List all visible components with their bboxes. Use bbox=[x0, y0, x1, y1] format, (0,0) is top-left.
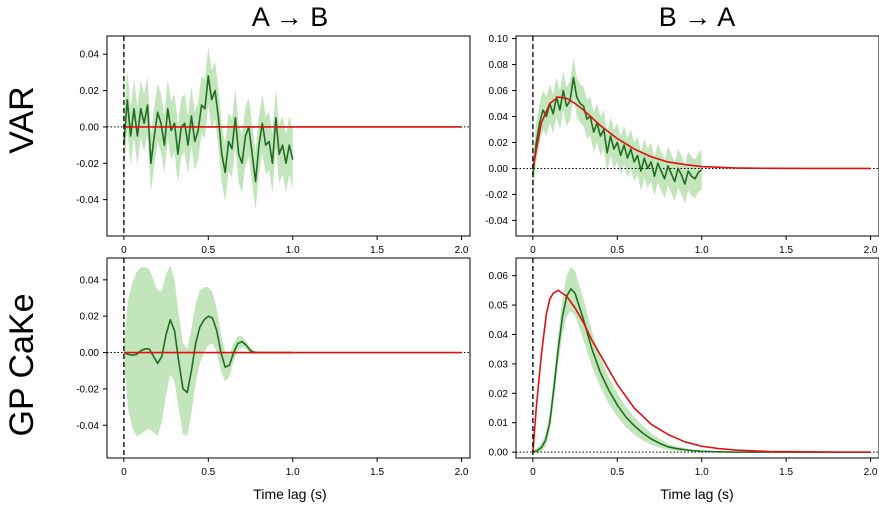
y-tick-label: -0.04 bbox=[76, 421, 99, 432]
true-kernel-line bbox=[532, 96, 871, 170]
x-tick-label: 2.0 bbox=[864, 245, 878, 256]
confidence-band bbox=[532, 58, 702, 204]
plot-area bbox=[107, 36, 470, 236]
x-axis-label-left: Time lag (s) bbox=[253, 486, 326, 502]
estimate-line bbox=[532, 288, 871, 453]
x-tick-label: 0.5 bbox=[201, 245, 215, 256]
y-tick-label: 0.00 bbox=[489, 448, 509, 459]
y-tick-label: 0.00 bbox=[80, 348, 100, 359]
y-tick-label: -0.02 bbox=[485, 190, 508, 201]
y-tick-label: 0.06 bbox=[489, 271, 509, 282]
row-title-var: VAR bbox=[3, 86, 41, 153]
y-tick-label: 0.01 bbox=[489, 418, 509, 429]
x-tick-label: 0.5 bbox=[610, 245, 624, 256]
row-title-gp-cake: GP CaKe bbox=[3, 293, 41, 436]
y-tick-label: -0.04 bbox=[485, 216, 508, 227]
y-tick-label: 0.06 bbox=[489, 86, 509, 97]
confidence-band bbox=[123, 265, 293, 437]
x-tick-label: 2.0 bbox=[864, 467, 878, 478]
x-tick-label: 1.5 bbox=[370, 467, 384, 478]
panel-var-b-to-a: -0.04 -0.02 0.00 0.02 0.04 0.06 0.08 0.10 0 0.5 1.… bbox=[485, 34, 879, 256]
confidence-band bbox=[532, 266, 871, 454]
y-tick-label: 0.05 bbox=[489, 301, 509, 312]
x-tick-label: 2.0 bbox=[455, 245, 469, 256]
x-tick-label: 0 bbox=[121, 467, 127, 478]
x-tick-label: 1.5 bbox=[370, 245, 384, 256]
x-tick-label: 1.0 bbox=[695, 245, 709, 256]
panel-frame bbox=[515, 257, 879, 459]
panel-gpcake-b-to-a: 0.00 0.01 0.02 0.03 0.04 0.05 0.06 0 0.5 1.0 1.5 2.… bbox=[489, 257, 879, 478]
x-tick-label: 1.0 bbox=[286, 467, 300, 478]
x-tick-label: 0.5 bbox=[201, 467, 215, 478]
y-tick-label: 0.00 bbox=[489, 164, 509, 175]
x-tick-label: 0.5 bbox=[610, 467, 624, 478]
y-tick-label: 0.04 bbox=[489, 330, 509, 341]
y-tick-label: -0.04 bbox=[76, 195, 99, 206]
x-axis-label-right: Time lag (s) bbox=[660, 486, 733, 502]
panel-frame bbox=[106, 35, 471, 237]
x-tick-label: 1.5 bbox=[779, 245, 793, 256]
x-tick-label: 0 bbox=[530, 467, 536, 478]
col-title-b-to-a: B → A bbox=[659, 2, 736, 32]
y-tick-label: 0.02 bbox=[489, 138, 509, 149]
y-tick-label: 0.02 bbox=[489, 389, 509, 400]
estimate-line bbox=[532, 76, 703, 185]
y-tick-label: 0.04 bbox=[80, 275, 100, 286]
y-tick-label: -0.02 bbox=[76, 159, 99, 170]
estimate-line bbox=[123, 75, 294, 183]
x-tick-label: 1.0 bbox=[286, 245, 300, 256]
y-tick-label: 0.02 bbox=[80, 312, 100, 323]
plot-area bbox=[516, 36, 879, 236]
y-tick-label: -0.02 bbox=[76, 384, 99, 395]
x-tick-label: 1.0 bbox=[695, 467, 709, 478]
plot-area bbox=[516, 258, 879, 458]
panel-frame bbox=[106, 257, 471, 459]
col-title-a-to-b: A → B bbox=[252, 2, 329, 32]
y-tick-label: 0.02 bbox=[80, 86, 100, 97]
y-tick-label: 0.04 bbox=[80, 50, 100, 61]
x-tick-label: 0 bbox=[530, 245, 536, 256]
panel-gpcake-a-to-b: -0.04 -0.02 0.00 0.02 0.04 0 0.5 1.0 1.5 2.0 bbox=[76, 257, 471, 478]
x-tick-label: 0 bbox=[121, 245, 127, 256]
y-tick-label: 0.08 bbox=[489, 60, 509, 71]
y-tick-label: 0.04 bbox=[489, 112, 509, 123]
true-kernel-line bbox=[532, 289, 871, 453]
x-tick-label: 2.0 bbox=[455, 467, 469, 478]
x-tick-label: 1.5 bbox=[779, 467, 793, 478]
y-tick-label: 0.03 bbox=[489, 359, 509, 370]
panel-var-a-to-b: -0.04 -0.02 0.00 0.02 0.04 0 0.5 1.0 1.5 2.0 bbox=[76, 35, 471, 256]
panel-frame bbox=[515, 35, 879, 237]
plot-area bbox=[107, 258, 470, 458]
y-tick-label: 0.10 bbox=[489, 34, 509, 45]
y-tick-label: 0.00 bbox=[80, 122, 100, 133]
